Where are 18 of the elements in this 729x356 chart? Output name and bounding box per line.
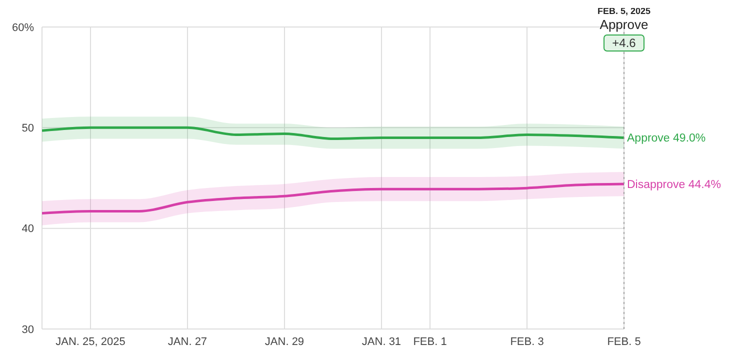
x-tick-label: FEB. 5 bbox=[607, 336, 641, 348]
line-series bbox=[42, 126, 624, 140]
x-tick-label: FEB. 3 bbox=[510, 336, 544, 348]
x-tick-label: FEB. 1 bbox=[413, 336, 447, 348]
x-tick-label: JAN. 29 bbox=[264, 336, 304, 348]
y-tick-label: 60% bbox=[12, 22, 34, 34]
annotation: +4.6 bbox=[612, 36, 636, 50]
ref-line-label: FEB. 5, 2025 bbox=[597, 6, 651, 16]
annotation: Approve bbox=[600, 17, 648, 32]
x-tick-label: JAN. 25, 2025 bbox=[56, 336, 126, 348]
y-tick-label: 40 bbox=[22, 223, 34, 236]
annotation: Approve 49.0% bbox=[627, 132, 706, 145]
x-tick-label: JAN. 27 bbox=[168, 336, 208, 348]
y-tick-label: 50 bbox=[22, 122, 34, 135]
annotation: Disapprove 44.4% bbox=[627, 179, 721, 192]
line-series bbox=[42, 182, 624, 214]
x-tick-label: JAN. 31 bbox=[362, 336, 402, 348]
y-tick-label: 30 bbox=[22, 324, 34, 336]
